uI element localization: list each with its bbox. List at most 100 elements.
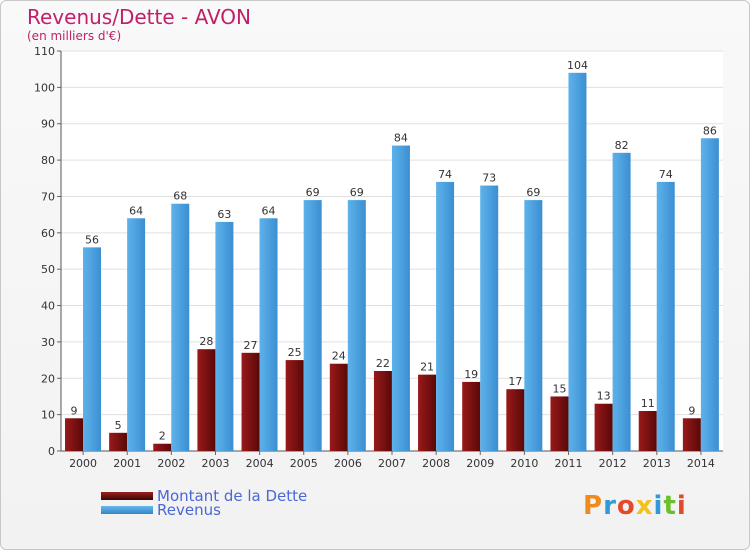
data-label-dette: 11	[641, 397, 655, 410]
bar-dette	[682, 418, 701, 451]
bar-dette	[109, 432, 128, 451]
x-tick-label: 2013	[643, 457, 671, 470]
data-label-dette: 19	[464, 368, 478, 381]
x-tick-label: 2009	[466, 457, 494, 470]
y-tick-label: 60	[41, 227, 55, 240]
data-label-revenus: 73	[482, 172, 496, 185]
y-tick-label: 20	[41, 372, 55, 385]
bar-dette	[594, 403, 613, 451]
bar-revenus	[656, 181, 675, 451]
data-label-dette: 9	[688, 404, 695, 417]
logo-letter: t	[663, 491, 677, 521]
x-tick-label: 2002	[157, 457, 185, 470]
bar-revenus	[347, 200, 366, 451]
data-label-revenus: 69	[526, 186, 540, 199]
chart-subtitle: (en milliers d'€)	[27, 29, 122, 43]
logo-letter: x	[635, 491, 654, 521]
bar-revenus	[171, 203, 190, 451]
data-label-dette: 24	[332, 350, 346, 363]
bar-dette	[638, 411, 657, 451]
data-label-dette: 28	[199, 335, 213, 348]
bar-dette	[197, 349, 216, 451]
bar-dette	[285, 360, 304, 451]
y-tick-label: 70	[41, 190, 55, 203]
bar-revenus	[568, 72, 587, 452]
data-label-revenus: 84	[394, 132, 408, 145]
bar-revenus	[127, 218, 146, 451]
bar-revenus	[215, 221, 234, 451]
bar-dette	[153, 443, 172, 451]
x-tick-label: 2005	[290, 457, 318, 470]
legend-item-dette: Montant de la Dette	[101, 487, 307, 505]
legend-label-revenus: Revenus	[157, 501, 221, 519]
bar-revenus	[303, 200, 322, 451]
bar-dette	[550, 396, 569, 451]
y-tick-label: 30	[41, 336, 55, 349]
x-tick-label: 2007	[378, 457, 406, 470]
logo-letter: o	[616, 491, 636, 521]
bar-dette	[462, 381, 481, 451]
data-label-revenus: 64	[262, 204, 276, 217]
bar-dette	[373, 371, 392, 451]
data-label-revenus: 69	[306, 186, 320, 199]
bar-revenus	[612, 152, 631, 451]
x-tick-label: 2011	[555, 457, 583, 470]
data-label-revenus: 74	[659, 168, 673, 181]
legend-item-revenus: Revenus	[101, 501, 221, 519]
x-tick-label: 2000	[69, 457, 97, 470]
data-label-dette: 21	[420, 361, 434, 374]
data-label-revenus: 82	[615, 139, 629, 152]
y-tick-label: 40	[41, 300, 55, 313]
y-tick-label: 80	[41, 154, 55, 167]
logo-letter: r	[603, 491, 617, 521]
bar-dette	[418, 374, 437, 451]
x-tick-label: 2012	[599, 457, 627, 470]
logo-letter: P	[583, 491, 604, 521]
data-label-revenus: 64	[129, 204, 143, 217]
data-label-revenus: 63	[217, 208, 231, 221]
y-tick-label: 50	[41, 263, 55, 276]
data-label-dette: 5	[115, 419, 122, 432]
data-label-dette: 2	[159, 430, 166, 443]
bar-revenus	[391, 145, 410, 451]
bar-revenus	[700, 138, 719, 452]
chart-title: Revenus/Dette - AVON	[27, 5, 252, 29]
bar-revenus	[524, 200, 543, 451]
data-label-dette: 15	[552, 382, 566, 395]
bar-revenus	[83, 247, 101, 451]
bar-revenus	[436, 181, 455, 451]
bar-dette	[329, 363, 348, 451]
bar-dette	[506, 389, 525, 451]
data-label-dette: 22	[376, 357, 390, 370]
data-label-revenus: 74	[438, 168, 452, 181]
data-label-dette: 13	[597, 390, 611, 403]
x-tick-label: 2014	[687, 457, 715, 470]
y-tick-label: 110	[34, 45, 55, 58]
bar-dette	[241, 352, 260, 451]
bar-dette	[65, 418, 83, 451]
x-tick-label: 2003	[201, 457, 229, 470]
data-label-revenus: 56	[85, 233, 99, 246]
y-tick-label: 0	[48, 445, 55, 458]
data-label-dette: 27	[244, 339, 258, 352]
data-label-revenus: 69	[350, 186, 364, 199]
data-label-revenus: 68	[173, 190, 187, 203]
data-label-dette: 17	[508, 375, 522, 388]
data-label-dette: 25	[288, 346, 302, 359]
x-tick-label: 2004	[246, 457, 274, 470]
logo-letter: i	[676, 491, 687, 521]
data-label-dette: 9	[71, 404, 78, 417]
data-label-revenus: 86	[703, 124, 717, 137]
legend-swatch-dette	[101, 492, 153, 500]
y-tick-label: 90	[41, 118, 55, 131]
bar-revenus	[480, 185, 499, 451]
x-tick-label: 2010	[510, 457, 538, 470]
legend-swatch-revenus	[101, 506, 153, 514]
logo-letter: i	[653, 491, 664, 521]
x-tick-label: 2001	[113, 457, 141, 470]
bar-revenus	[259, 218, 278, 451]
data-label-revenus: 104	[567, 59, 588, 72]
y-tick-label: 100	[34, 81, 55, 94]
